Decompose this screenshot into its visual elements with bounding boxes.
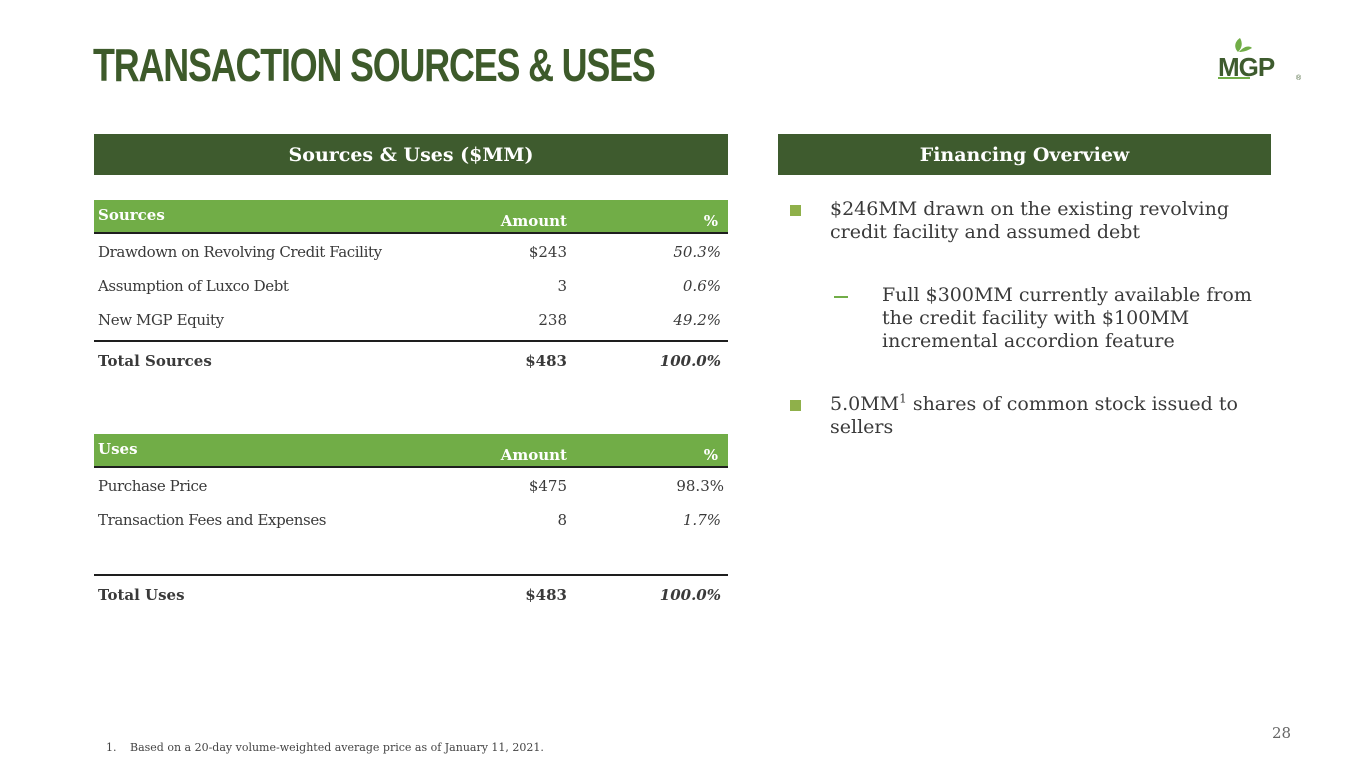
page-number: 28 [1272, 724, 1292, 742]
square-bullet-icon [790, 400, 801, 411]
dash-bullet-icon [834, 296, 848, 298]
table-row: Transaction Fees and Expenses 8 1.7% [94, 502, 728, 536]
col-amount: Amount [500, 446, 567, 464]
row-percent: 1.7% [682, 511, 721, 529]
row-amount: 8 [557, 511, 567, 529]
total-sources-row: Total Sources $483 100.0% [94, 340, 728, 380]
row-percent: 49.2% [673, 311, 721, 329]
registered-mark: ® [1296, 74, 1302, 82]
row-amount: 238 [538, 311, 567, 329]
bullet-text-lead: 5.0MM [830, 393, 900, 415]
row-percent: 98.3% [676, 477, 724, 495]
row-percent: 0.6% [682, 277, 721, 295]
footnote-ref: 1 [899, 391, 907, 406]
mgp-logo: MGP ® [1218, 38, 1302, 82]
sources-uses-header: Sources & Uses ($MM) [94, 134, 728, 175]
col-amount: Amount [500, 212, 567, 230]
total-percent: 100.0% [659, 352, 721, 370]
row-percent: 50.3% [673, 243, 721, 261]
financing-overview-header: Financing Overview [778, 134, 1271, 175]
col-uses: Uses [98, 440, 138, 458]
table-row: New MGP Equity 238 49.2% [94, 302, 728, 336]
financing-bullets: $246MM drawn on the existing revolving c… [790, 198, 1260, 439]
table-row: Purchase Price $475 98.3% [94, 468, 728, 502]
sources-table-header: Sources Amount % [94, 200, 728, 234]
total-amount: $483 [525, 586, 567, 604]
row-amount: 3 [557, 277, 567, 295]
footnote: 1. Based on a 20-day volume-weighted aver… [106, 741, 544, 754]
bullet-item: 5.0MM1 shares of common stock issued to … [790, 393, 1260, 439]
bullet-text-rest: shares of common stock issued to sellers [830, 393, 1238, 438]
col-percent: % [703, 212, 718, 230]
leaf-icon [1235, 38, 1242, 52]
row-amount: $475 [528, 477, 567, 495]
square-bullet-icon [790, 205, 801, 216]
footnote-number: 1. [106, 741, 117, 754]
sub-bullet-item: Full $300MM currently available from the… [790, 284, 1260, 353]
total-label: Total Sources [98, 352, 212, 370]
row-label: Assumption of Luxco Debt [98, 277, 289, 295]
table-row: Assumption of Luxco Debt 3 0.6% [94, 268, 728, 302]
table-row: Drawdown on Revolving Credit Facility $2… [94, 234, 728, 268]
footnote-text: Based on a 20-day volume-weighted averag… [130, 741, 544, 754]
sub-bullet-text: Full $300MM currently available from the… [882, 284, 1252, 352]
sources-table: Sources Amount % Drawdown on Revolving C… [94, 200, 728, 336]
row-label: New MGP Equity [98, 311, 224, 329]
row-label: Purchase Price [98, 477, 208, 495]
bullet-item: $246MM drawn on the existing revolving c… [790, 198, 1260, 244]
total-label: Total Uses [98, 586, 185, 604]
row-amount: $243 [528, 243, 567, 261]
row-label: Drawdown on Revolving Credit Facility [98, 243, 382, 261]
row-label: Transaction Fees and Expenses [98, 511, 327, 529]
total-uses-row: Total Uses $483 100.0% [94, 574, 728, 614]
bullet-text: $246MM drawn on the existing revolving c… [830, 198, 1230, 243]
uses-table-header: Uses Amount % [94, 434, 728, 468]
page-title: TRANSACTION SOURCES & USES [93, 39, 656, 91]
total-percent: 100.0% [659, 586, 721, 604]
col-percent: % [703, 446, 718, 464]
col-sources: Sources [98, 206, 165, 224]
uses-table: Uses Amount % Purchase Price $475 98.3% … [94, 434, 728, 536]
total-amount: $483 [525, 352, 567, 370]
